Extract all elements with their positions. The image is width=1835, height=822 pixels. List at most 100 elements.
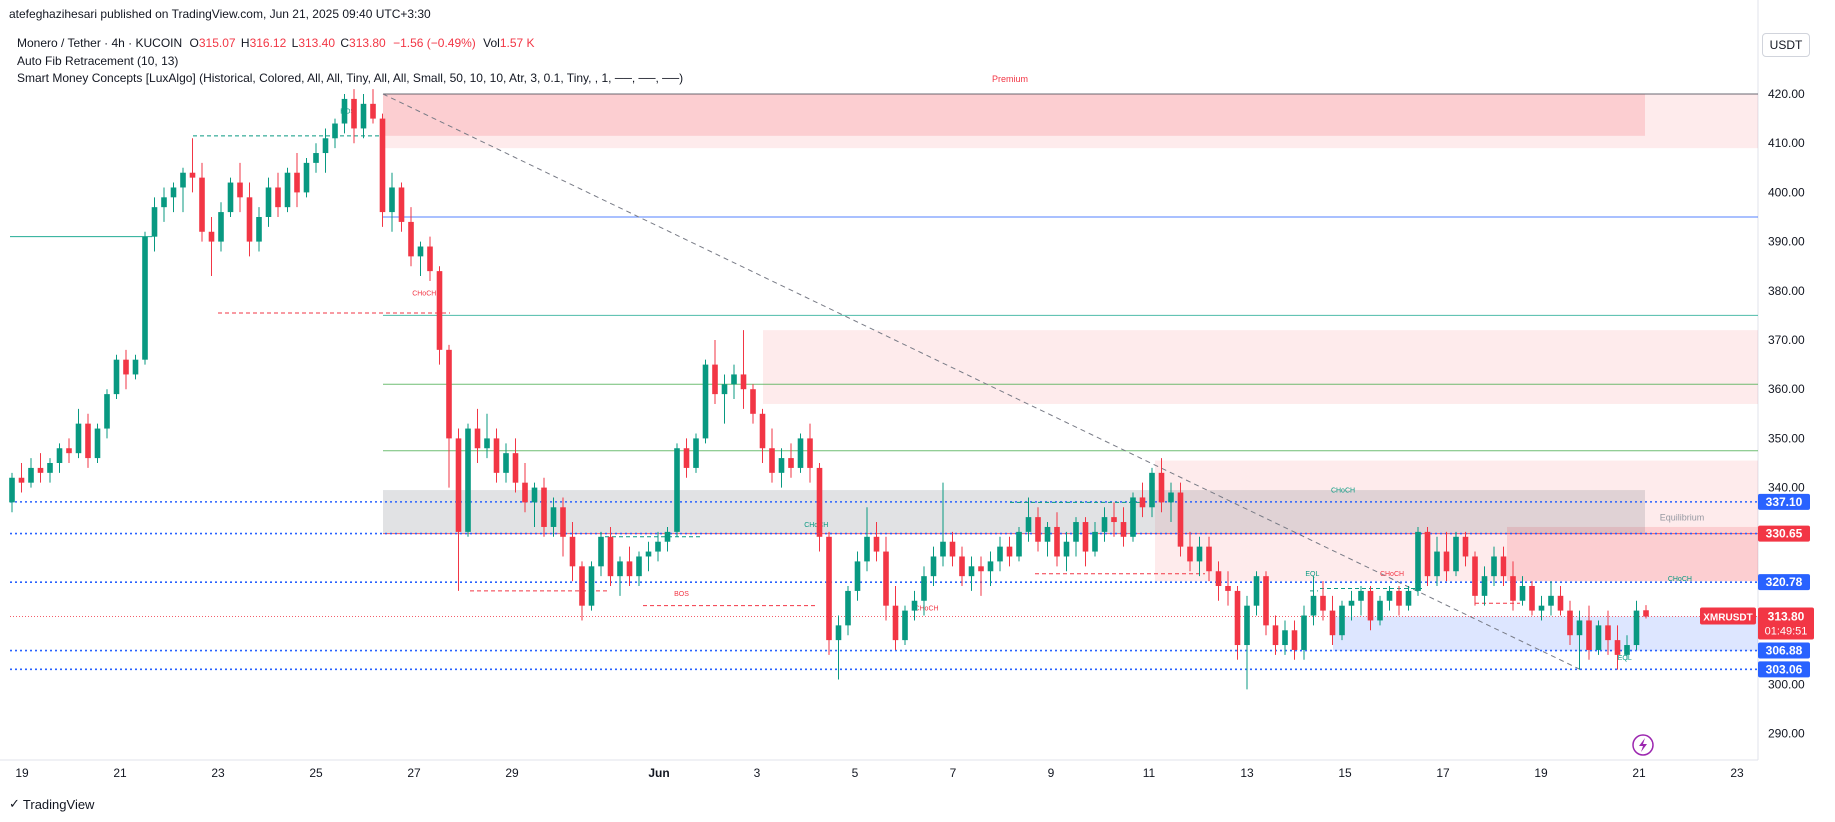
candle (1538, 595, 1545, 621)
candle-body (1529, 586, 1535, 611)
candle (1158, 458, 1165, 513)
candle (1557, 586, 1564, 616)
smc-zones: Premium Equilibrium (383, 74, 1758, 651)
symbol-legend-row[interactable]: Monero / Tether · 4h · KUCOIN O315.07 H3… (17, 35, 683, 53)
price-tags: 337.10 330.65 320.78 306.88 303.06 XMRUSDT 313… (1632, 493, 1814, 756)
candle-body (170, 187, 177, 198)
candle (170, 182, 177, 213)
candle-body (1462, 536, 1469, 557)
candle (237, 162, 243, 213)
candle-body (1367, 590, 1374, 621)
brand-name: TradingView (22, 796, 95, 812)
candle (1177, 482, 1184, 557)
candle-body (911, 600, 918, 611)
candle (484, 413, 490, 459)
close-label: C (340, 36, 350, 50)
candle-body (1310, 595, 1317, 616)
candle-body (807, 438, 813, 468)
candle (1035, 507, 1041, 552)
candle-body (1130, 497, 1136, 537)
indicator-smc-row[interactable]: Smart Money Concepts [LuxAlgo] (Historic… (17, 71, 684, 85)
candle (1073, 517, 1079, 557)
candle-body (275, 187, 281, 208)
symbol-tag (1700, 607, 1756, 625)
candle-body (313, 153, 319, 163)
candle-body (1453, 536, 1459, 572)
candle-body (1567, 610, 1573, 636)
candle-body (512, 453, 519, 483)
candle-body (113, 359, 120, 395)
equilibrium-zone (383, 490, 1645, 534)
candle (1643, 605, 1649, 619)
candle-body (351, 98, 357, 129)
candle-body (930, 556, 937, 577)
candle (1519, 576, 1526, 606)
candle-body (1291, 630, 1298, 650)
candle (978, 556, 984, 596)
x-tick-label: 25 (309, 766, 323, 780)
candle-body (1377, 600, 1383, 621)
candle-body (123, 359, 129, 375)
candle (1377, 595, 1383, 626)
candle-body (1073, 522, 1079, 542)
candle-body (199, 177, 205, 232)
candle (132, 354, 139, 380)
candle (655, 531, 661, 562)
candle-body (902, 610, 908, 641)
candle-body (1396, 590, 1402, 606)
price-tag (1758, 661, 1810, 678)
candle (275, 172, 281, 217)
candle (626, 546, 633, 586)
candle (1082, 517, 1089, 567)
structure-label: EQL (1305, 571, 1319, 578)
candle-body (85, 423, 91, 459)
candle (37, 453, 44, 483)
candle-body (142, 236, 148, 360)
candle (854, 551, 861, 601)
candle-body (28, 467, 34, 483)
candle-body (446, 349, 452, 439)
candle-body (1244, 605, 1250, 646)
symbol-title[interactable]: Monero / Tether · 4h · KUCOIN (17, 36, 183, 50)
candle (721, 374, 728, 424)
candle (351, 89, 357, 144)
candle-body (1092, 531, 1098, 552)
candle (560, 497, 566, 557)
candle-body (1358, 590, 1364, 601)
candle (1130, 492, 1136, 542)
candle (1063, 531, 1070, 572)
candle-body (1481, 576, 1488, 596)
candle (1624, 635, 1630, 660)
candle-body (1301, 615, 1307, 650)
candle-body (997, 546, 1003, 562)
candle (1595, 620, 1602, 655)
x-tick-label: 3 (754, 766, 761, 780)
x-tick-label: 15 (1338, 766, 1352, 780)
candle-body (294, 172, 300, 193)
candle (921, 566, 927, 616)
x-tick-label: 29 (505, 766, 519, 780)
x-tick-label: 9 (1048, 766, 1055, 780)
candle (835, 615, 842, 680)
price-tag-label: 303.06 (1766, 662, 1803, 676)
candle (370, 89, 376, 124)
currency-button[interactable]: USDT (1762, 33, 1810, 57)
structure-label: CHoCH (1331, 488, 1355, 495)
y-tick-label: 420.00 (1768, 87, 1805, 101)
candle-body (1187, 546, 1193, 562)
candle (56, 443, 63, 473)
candle (1149, 467, 1155, 518)
structure-label: CHoCH (914, 606, 938, 613)
candle-body (379, 118, 386, 213)
candle-body (1035, 517, 1041, 542)
candle-body (968, 566, 975, 577)
candle-body (284, 172, 291, 208)
tradingview-branding[interactable]: ✓ TradingView (9, 796, 94, 812)
candle-body (1272, 625, 1279, 646)
candle (1481, 566, 1488, 606)
indicator-fib-row[interactable]: Auto Fib Retracement (10, 13) (17, 53, 179, 68)
price-tag-label: 337.10 (1766, 495, 1803, 509)
structure-label: CHoCH (804, 522, 828, 529)
candle (512, 438, 519, 493)
